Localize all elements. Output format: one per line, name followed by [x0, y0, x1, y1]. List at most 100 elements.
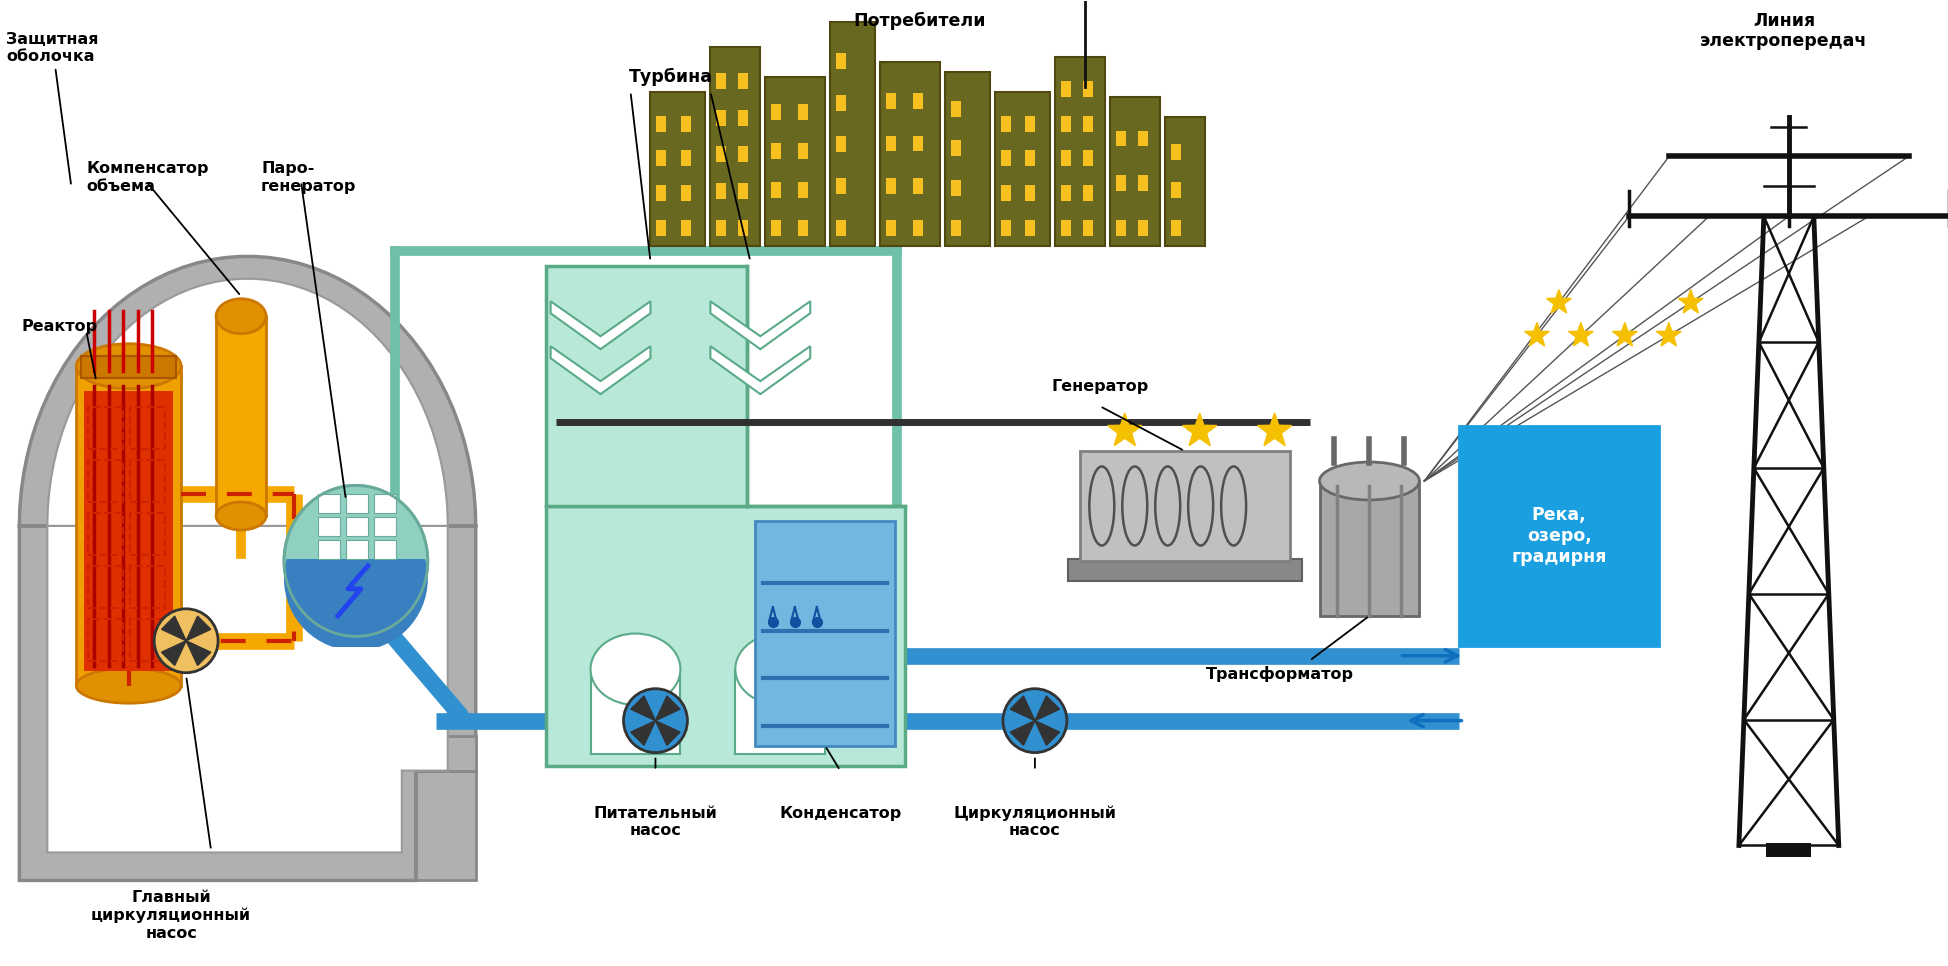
- Bar: [738, 109, 748, 126]
- Bar: [88, 566, 123, 608]
- Bar: [131, 407, 166, 449]
- Bar: [1083, 80, 1093, 97]
- Bar: [717, 72, 727, 89]
- Bar: [656, 116, 666, 131]
- Bar: [131, 460, 166, 502]
- Bar: [766, 76, 824, 246]
- Bar: [995, 92, 1050, 246]
- Bar: [345, 540, 368, 559]
- Bar: [951, 181, 960, 196]
- Ellipse shape: [216, 298, 265, 333]
- Polygon shape: [655, 721, 680, 746]
- Text: Защитная
оболочка: Защитная оболочка: [6, 32, 99, 184]
- Bar: [886, 178, 896, 194]
- Bar: [88, 513, 123, 554]
- Polygon shape: [1034, 721, 1060, 746]
- Bar: [680, 220, 690, 237]
- Polygon shape: [1677, 290, 1703, 313]
- Text: Главный
циркуляционный
насос: Главный циркуляционный насос: [92, 891, 251, 941]
- Ellipse shape: [284, 507, 427, 651]
- Bar: [734, 669, 824, 753]
- Bar: [1319, 481, 1418, 615]
- Bar: [738, 220, 748, 237]
- Polygon shape: [1656, 323, 1681, 346]
- Bar: [545, 506, 904, 766]
- Bar: [738, 147, 748, 162]
- Text: Питательный
насос: Питательный насос: [594, 806, 717, 838]
- Polygon shape: [1034, 696, 1060, 721]
- Ellipse shape: [284, 485, 427, 637]
- Polygon shape: [551, 346, 651, 394]
- Bar: [709, 46, 760, 246]
- Ellipse shape: [76, 344, 181, 388]
- Polygon shape: [415, 771, 475, 880]
- Bar: [1108, 97, 1159, 246]
- Bar: [590, 669, 680, 753]
- Bar: [345, 517, 368, 536]
- Polygon shape: [631, 721, 655, 746]
- Bar: [951, 140, 960, 156]
- Bar: [131, 566, 166, 608]
- Bar: [82, 356, 175, 378]
- Bar: [886, 220, 896, 237]
- Bar: [717, 147, 727, 162]
- Bar: [1001, 220, 1011, 237]
- Bar: [738, 184, 748, 199]
- Bar: [1138, 176, 1147, 191]
- Ellipse shape: [590, 634, 680, 705]
- Ellipse shape: [1319, 462, 1418, 500]
- Polygon shape: [709, 346, 810, 394]
- Bar: [886, 93, 896, 109]
- Bar: [836, 95, 845, 110]
- Bar: [836, 136, 845, 153]
- Bar: [912, 220, 923, 237]
- Bar: [656, 151, 666, 166]
- Bar: [912, 135, 923, 152]
- Bar: [1025, 220, 1034, 237]
- Bar: [1025, 185, 1034, 201]
- Bar: [945, 71, 990, 246]
- Polygon shape: [162, 640, 187, 666]
- Text: Река,
озеро,
градирня: Река, озеро, градирня: [1512, 506, 1605, 566]
- Polygon shape: [187, 640, 210, 666]
- Bar: [799, 143, 808, 159]
- Bar: [771, 104, 781, 121]
- Text: Паро-
генератор: Паро- генератор: [261, 161, 356, 194]
- Bar: [771, 220, 781, 237]
- Bar: [345, 494, 368, 513]
- Bar: [1083, 151, 1093, 166]
- Bar: [717, 109, 727, 126]
- Ellipse shape: [734, 634, 824, 705]
- Polygon shape: [1256, 413, 1292, 445]
- Bar: [1171, 183, 1180, 198]
- Bar: [1114, 176, 1126, 191]
- Bar: [1079, 451, 1290, 561]
- Bar: [1001, 151, 1011, 166]
- Bar: [912, 178, 923, 194]
- Polygon shape: [162, 616, 187, 640]
- Bar: [680, 185, 690, 201]
- Bar: [1765, 843, 1810, 858]
- Bar: [88, 619, 123, 661]
- Polygon shape: [1009, 696, 1034, 721]
- Bar: [1083, 220, 1093, 237]
- Bar: [76, 366, 181, 686]
- Polygon shape: [1568, 323, 1592, 346]
- Polygon shape: [19, 256, 475, 880]
- Bar: [836, 220, 845, 237]
- Bar: [912, 93, 923, 109]
- Bar: [374, 494, 395, 513]
- Polygon shape: [631, 696, 655, 721]
- Polygon shape: [709, 301, 810, 349]
- Bar: [1138, 220, 1147, 237]
- Bar: [1060, 80, 1069, 97]
- Circle shape: [623, 689, 688, 753]
- Bar: [771, 143, 781, 159]
- Bar: [799, 182, 808, 198]
- Bar: [799, 104, 808, 121]
- Bar: [1171, 144, 1180, 159]
- Polygon shape: [1523, 323, 1549, 346]
- Text: Турбина: Турбина: [627, 68, 713, 86]
- Bar: [830, 21, 875, 246]
- Bar: [680, 116, 690, 131]
